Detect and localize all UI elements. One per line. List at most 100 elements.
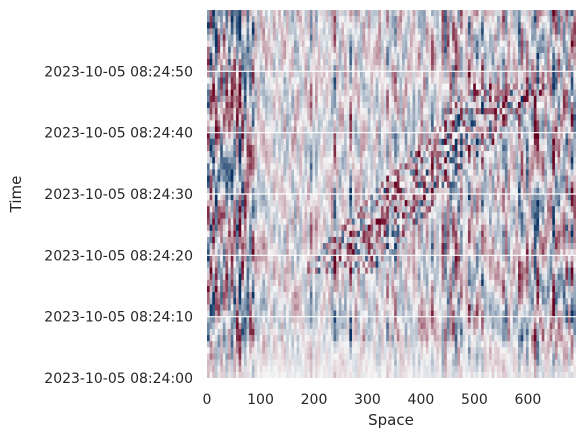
heatmap-cell — [557, 157, 561, 164]
heatmap-cell — [207, 71, 211, 79]
heatmap-cell — [473, 144, 477, 152]
heatmap-cell — [557, 181, 561, 189]
heatmap-cell — [494, 28, 498, 36]
heatmap-cell — [512, 89, 516, 97]
heatmap-cell — [288, 22, 292, 29]
heatmap-cell — [499, 65, 503, 72]
heatmap-cell — [225, 89, 229, 97]
heatmap-cell — [333, 95, 337, 103]
heatmap-cell — [341, 46, 345, 54]
heatmap-cell — [238, 144, 242, 152]
heatmap-cell — [251, 144, 256, 152]
heatmap-cell — [365, 46, 369, 54]
heatmap-cell — [241, 200, 245, 207]
heatmap-cell — [520, 40, 524, 48]
heatmap-cell — [230, 120, 234, 128]
heatmap-cell — [293, 59, 298, 66]
heatmap-cell — [338, 157, 343, 164]
heatmap-cell — [228, 28, 232, 36]
heatmap-cell — [288, 126, 292, 134]
heatmap-cell — [552, 16, 556, 23]
heatmap-cell — [380, 108, 385, 115]
heatmap-cell — [317, 224, 321, 232]
heatmap-cell — [489, 52, 493, 60]
heatmap-cell — [212, 187, 216, 195]
heatmap-cell — [280, 126, 285, 134]
heatmap-cell — [433, 28, 437, 36]
heatmap-cell — [486, 102, 490, 109]
heatmap-cell — [359, 194, 364, 201]
heatmap-cell — [288, 77, 292, 85]
heatmap-cell — [446, 22, 451, 29]
heatmap-cell — [449, 65, 453, 72]
heatmap-cell — [402, 108, 406, 115]
heatmap-cell — [257, 187, 261, 195]
heatmap-cell — [428, 206, 432, 213]
heatmap-cell — [544, 126, 548, 134]
heatmap-cell — [309, 40, 314, 48]
heatmap-cell — [518, 71, 522, 79]
heatmap-cell — [330, 163, 335, 171]
heatmap-cell — [370, 102, 374, 109]
heatmap-cell — [557, 77, 561, 85]
heatmap-cell — [431, 187, 435, 195]
heatmap-cell — [417, 169, 422, 177]
heatmap-cell — [533, 22, 538, 29]
heatmap-cell — [446, 224, 451, 232]
heatmap-cell — [212, 34, 216, 42]
heatmap-cell — [547, 157, 551, 164]
heatmap-cell — [220, 10, 224, 17]
heatmap-cell — [531, 181, 535, 189]
heatmap-cell — [515, 187, 519, 195]
heatmap-cell — [286, 65, 290, 72]
heatmap-cell — [549, 59, 553, 66]
heatmap-cell — [328, 144, 332, 152]
heatmap-cell — [431, 157, 435, 164]
heatmap-cell — [552, 200, 556, 207]
heatmap-cell — [496, 28, 501, 36]
heatmap-cell — [499, 206, 503, 213]
heatmap-cell — [520, 175, 524, 183]
heatmap-cell — [264, 157, 269, 164]
heatmap-cell — [241, 77, 245, 85]
heatmap-cell — [478, 132, 482, 140]
heatmap-cell — [238, 22, 242, 29]
heatmap-cell — [428, 163, 432, 171]
heatmap-cell — [478, 175, 482, 183]
heatmap-cell — [407, 144, 411, 152]
heatmap-cell — [354, 16, 358, 23]
heatmap-cell — [341, 187, 345, 195]
heatmap-cell — [238, 108, 242, 115]
heatmap-cell — [475, 10, 480, 17]
heatmap-cell — [246, 224, 250, 232]
heatmap-cell — [449, 34, 453, 42]
heatmap-cell — [280, 34, 285, 42]
heatmap-cell — [520, 200, 524, 207]
heatmap-cell — [460, 163, 464, 171]
heatmap-cell — [380, 212, 385, 220]
heatmap-cell — [235, 10, 240, 17]
heatmap-cell — [264, 120, 269, 128]
heatmap-cell — [528, 175, 532, 183]
heatmap-cell — [409, 144, 414, 152]
heatmap-cell — [235, 46, 240, 54]
heatmap-cell — [417, 95, 422, 103]
heatmap-cell — [536, 120, 540, 128]
heatmap-cell — [444, 108, 448, 115]
heatmap-cell — [322, 28, 327, 36]
heatmap-cell — [547, 16, 551, 23]
heatmap-cell — [275, 102, 279, 109]
heatmap-cell — [304, 132, 308, 140]
heatmap-cell — [557, 206, 561, 213]
heatmap-cell — [391, 77, 395, 85]
heatmap-cell — [560, 144, 564, 152]
heatmap-cell — [573, 175, 576, 183]
heatmap-cell — [536, 59, 540, 66]
heatmap-cell — [230, 59, 234, 66]
heatmap-cell — [391, 120, 395, 128]
heatmap-cell — [354, 212, 358, 220]
heatmap-cell — [523, 28, 527, 36]
heatmap-cell — [304, 95, 308, 103]
heatmap-cell — [552, 34, 556, 42]
heatmap-cell — [304, 10, 308, 17]
